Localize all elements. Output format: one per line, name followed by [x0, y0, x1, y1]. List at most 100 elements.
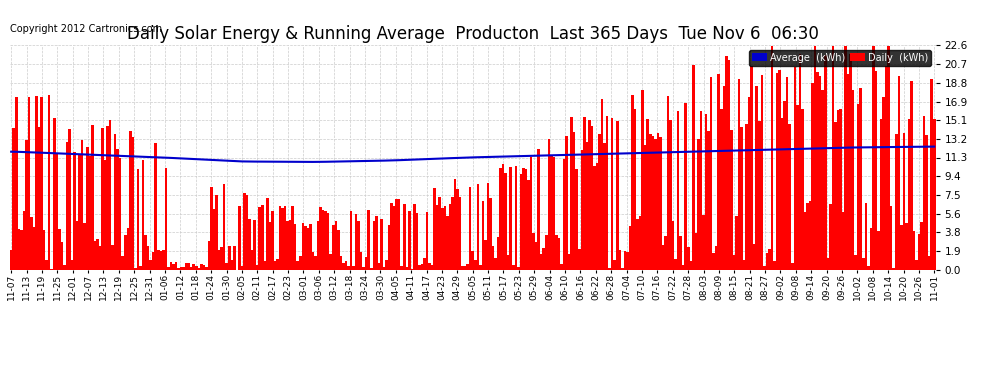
Bar: [624, 251, 626, 270]
Bar: [471, 251, 474, 270]
Bar: [354, 214, 357, 270]
Bar: [25, 140, 28, 270]
Bar: [145, 235, 147, 270]
Bar: [241, 266, 244, 270]
Bar: [822, 90, 824, 270]
Bar: [809, 201, 811, 270]
Bar: [827, 258, 829, 270]
Bar: [50, 268, 53, 270]
Bar: [530, 157, 533, 270]
Bar: [666, 96, 669, 270]
Bar: [502, 164, 505, 270]
Bar: [692, 65, 695, 270]
Bar: [921, 222, 923, 270]
Bar: [365, 257, 367, 270]
Bar: [48, 96, 50, 270]
Bar: [776, 73, 778, 270]
Bar: [484, 240, 487, 270]
Bar: [632, 94, 634, 270]
Bar: [205, 267, 208, 270]
Bar: [36, 96, 38, 270]
Bar: [851, 90, 854, 270]
Bar: [765, 253, 768, 270]
Bar: [520, 174, 522, 270]
Bar: [690, 261, 692, 270]
Bar: [96, 238, 99, 270]
Bar: [429, 263, 431, 270]
Bar: [28, 98, 30, 270]
Bar: [814, 46, 817, 270]
Bar: [931, 80, 933, 270]
Bar: [33, 226, 36, 270]
Bar: [747, 97, 750, 270]
Bar: [611, 118, 614, 270]
Bar: [596, 163, 598, 270]
Bar: [768, 249, 770, 270]
Bar: [829, 204, 832, 270]
Bar: [456, 189, 458, 270]
Bar: [317, 221, 320, 270]
Bar: [10, 250, 13, 270]
Bar: [362, 267, 365, 270]
Bar: [137, 169, 140, 270]
Bar: [905, 223, 908, 270]
Bar: [228, 246, 231, 270]
Bar: [70, 260, 73, 270]
Bar: [327, 213, 330, 270]
Bar: [299, 256, 302, 270]
Bar: [877, 231, 880, 270]
Bar: [916, 260, 918, 270]
Bar: [101, 128, 104, 270]
Bar: [360, 252, 362, 270]
Bar: [266, 198, 268, 270]
Bar: [603, 143, 606, 270]
Bar: [913, 231, 916, 270]
Bar: [453, 179, 456, 270]
Bar: [444, 206, 446, 270]
Bar: [239, 206, 241, 270]
Bar: [892, 268, 895, 270]
Bar: [370, 268, 372, 270]
Bar: [406, 267, 408, 270]
Bar: [218, 251, 221, 270]
Bar: [340, 256, 343, 270]
Bar: [540, 254, 543, 270]
Bar: [41, 97, 43, 270]
Bar: [127, 228, 129, 270]
Bar: [474, 260, 476, 270]
Bar: [616, 122, 619, 270]
Bar: [18, 230, 20, 270]
Bar: [383, 267, 385, 270]
Bar: [835, 122, 837, 270]
Bar: [461, 266, 464, 270]
Bar: [375, 216, 377, 270]
Bar: [13, 128, 15, 270]
Bar: [446, 216, 448, 270]
Bar: [244, 193, 246, 270]
Bar: [38, 127, 41, 270]
Bar: [20, 230, 23, 270]
Bar: [535, 242, 538, 270]
Bar: [408, 211, 411, 270]
Bar: [646, 119, 649, 270]
Bar: [231, 260, 233, 270]
Bar: [88, 156, 91, 270]
Bar: [352, 266, 354, 270]
Bar: [786, 76, 788, 270]
Bar: [226, 262, 228, 270]
Bar: [140, 266, 142, 270]
Bar: [481, 201, 484, 270]
Bar: [799, 54, 801, 270]
Bar: [421, 264, 424, 270]
Bar: [147, 246, 149, 270]
Bar: [314, 256, 317, 270]
Bar: [479, 265, 481, 270]
Bar: [736, 216, 738, 270]
Bar: [733, 255, 736, 270]
Bar: [575, 170, 578, 270]
Bar: [273, 261, 276, 270]
Bar: [854, 255, 857, 270]
Bar: [448, 204, 451, 270]
Bar: [73, 152, 76, 270]
Bar: [395, 199, 398, 270]
